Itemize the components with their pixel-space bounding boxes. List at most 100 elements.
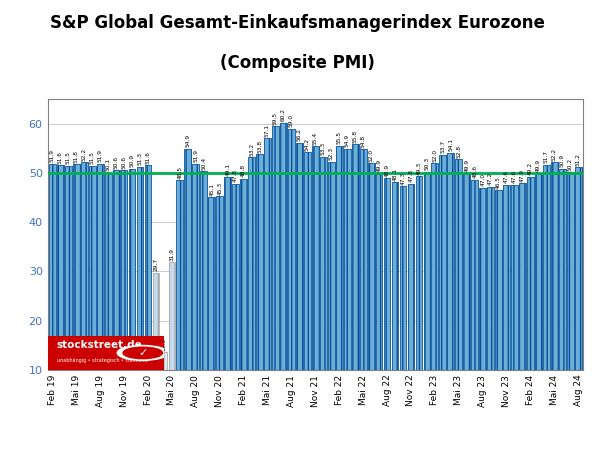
Text: 51.9: 51.9 xyxy=(98,149,103,162)
Text: 51.2: 51.2 xyxy=(576,152,581,166)
Text: 53.3: 53.3 xyxy=(321,142,326,155)
Text: 51.9: 51.9 xyxy=(50,149,55,162)
Bar xyxy=(240,179,247,370)
Bar xyxy=(511,185,518,370)
Bar xyxy=(535,174,542,370)
Text: 54.2: 54.2 xyxy=(305,138,310,151)
Bar xyxy=(336,146,343,370)
Text: 49.9: 49.9 xyxy=(464,159,469,172)
Bar xyxy=(89,166,96,370)
Text: 51.9: 51.9 xyxy=(193,149,198,162)
Bar xyxy=(49,164,56,370)
Bar xyxy=(384,179,390,370)
Bar xyxy=(384,179,390,370)
Bar xyxy=(280,123,287,370)
Text: 52.0: 52.0 xyxy=(433,148,437,162)
Bar xyxy=(487,187,494,370)
Text: 54.1: 54.1 xyxy=(448,138,453,152)
Text: 53.8: 53.8 xyxy=(257,140,262,153)
Bar xyxy=(328,162,334,370)
Text: 48.6: 48.6 xyxy=(472,166,477,179)
Bar xyxy=(312,147,319,370)
Bar xyxy=(527,177,534,370)
Text: 52.0: 52.0 xyxy=(369,148,374,162)
Text: 47.9: 47.9 xyxy=(520,169,525,182)
Bar xyxy=(320,157,327,370)
Bar xyxy=(400,186,406,370)
Bar xyxy=(145,165,151,370)
Text: 45.1: 45.1 xyxy=(209,183,214,196)
Bar xyxy=(112,170,120,370)
Bar xyxy=(208,197,215,370)
Bar xyxy=(192,164,199,370)
Bar xyxy=(296,143,303,370)
Text: 50.3: 50.3 xyxy=(424,157,430,170)
Bar xyxy=(543,165,550,370)
Bar xyxy=(408,184,414,370)
Text: stockstreet.de: stockstreet.de xyxy=(57,341,143,350)
Bar xyxy=(352,144,359,370)
Text: 48.5: 48.5 xyxy=(177,166,183,179)
Bar xyxy=(248,157,255,370)
Text: 48.9: 48.9 xyxy=(384,164,390,177)
Text: 54.9: 54.9 xyxy=(345,134,350,147)
Bar xyxy=(431,163,439,370)
Bar xyxy=(480,188,486,370)
Bar xyxy=(224,177,231,370)
Bar xyxy=(168,262,176,370)
Bar xyxy=(65,166,72,370)
Bar xyxy=(105,173,111,370)
Bar xyxy=(503,185,510,370)
Bar xyxy=(161,352,167,370)
Bar xyxy=(503,185,510,370)
Bar xyxy=(192,164,199,370)
Text: 50.9: 50.9 xyxy=(130,154,134,167)
Text: 31.9: 31.9 xyxy=(170,248,174,261)
Bar xyxy=(177,180,183,370)
Text: 55.5: 55.5 xyxy=(337,131,342,144)
Bar xyxy=(471,180,478,370)
Bar xyxy=(264,138,271,370)
Bar xyxy=(264,138,271,370)
Bar xyxy=(440,155,446,370)
Bar xyxy=(145,165,151,370)
Bar xyxy=(431,163,439,370)
Bar xyxy=(161,352,167,370)
Text: 47.3: 47.3 xyxy=(400,172,406,185)
Bar xyxy=(567,172,574,370)
Text: 52.3: 52.3 xyxy=(329,147,334,160)
Bar xyxy=(575,167,582,370)
Bar xyxy=(312,147,319,370)
Text: ✓: ✓ xyxy=(138,348,148,358)
Text: 52.2: 52.2 xyxy=(552,147,557,161)
Bar xyxy=(464,174,470,370)
Text: 56.2: 56.2 xyxy=(297,128,302,141)
Circle shape xyxy=(117,345,168,360)
Text: 47.0: 47.0 xyxy=(480,173,485,186)
Text: 49.9: 49.9 xyxy=(536,159,541,172)
Text: 50.4: 50.4 xyxy=(201,156,206,170)
Bar xyxy=(336,146,343,370)
Text: 47.6: 47.6 xyxy=(504,170,509,184)
Bar xyxy=(375,174,383,370)
Text: unabhängig • strategisch • trefflicher: unabhängig • strategisch • trefflicher xyxy=(57,358,149,363)
Text: 50.2: 50.2 xyxy=(568,157,573,170)
Bar xyxy=(375,174,383,370)
Bar xyxy=(368,163,374,370)
Bar xyxy=(543,165,550,370)
Bar xyxy=(344,149,350,370)
Bar xyxy=(57,165,64,370)
Text: 52.2: 52.2 xyxy=(82,147,87,161)
Text: 50.9: 50.9 xyxy=(560,154,565,167)
Bar xyxy=(455,159,462,370)
Bar xyxy=(137,166,143,370)
Bar xyxy=(217,196,223,370)
Bar xyxy=(272,126,279,370)
Bar xyxy=(57,165,64,370)
Bar xyxy=(447,153,454,370)
Bar xyxy=(447,153,454,370)
Text: 54.9: 54.9 xyxy=(186,134,190,147)
Bar xyxy=(208,197,215,370)
Bar xyxy=(272,126,279,370)
Bar xyxy=(527,177,534,370)
